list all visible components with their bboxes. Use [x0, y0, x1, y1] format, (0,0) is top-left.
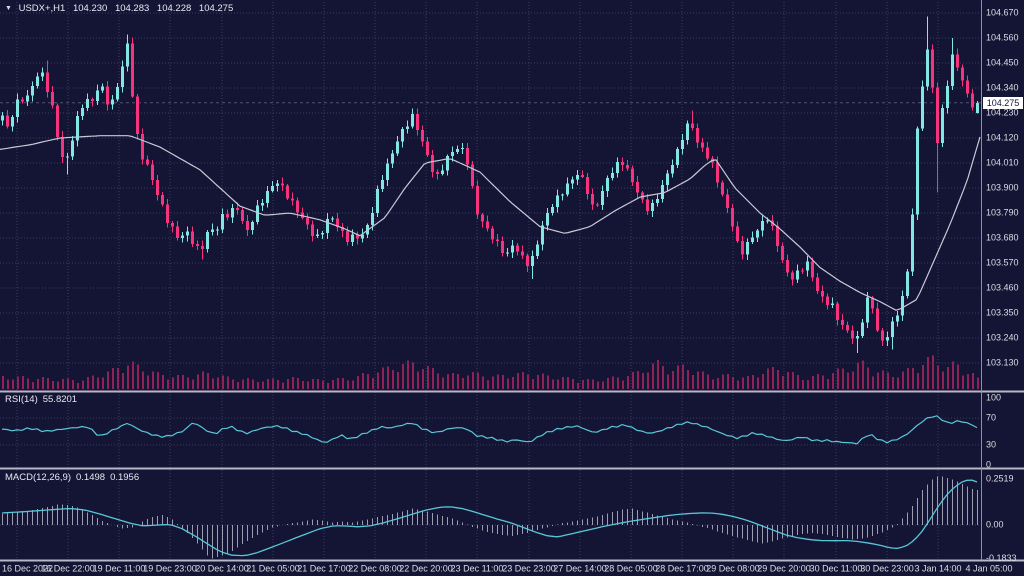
price-axis-label: 103.460: [986, 282, 1019, 292]
price-axis-label: 103.900: [986, 182, 1019, 192]
time-axis-label: 21 Dec 17:00: [297, 563, 351, 573]
time-axis-label: 27 Dec 14:00: [553, 563, 607, 573]
price-axis-label: 103.130: [986, 357, 1019, 367]
macd-signal-line: [1, 479, 978, 557]
time-axis-label: 23 Dec 23:00: [502, 563, 556, 573]
macd-layer: [1, 476, 978, 559]
time-axis-label: 23 Dec 11:00: [451, 563, 504, 573]
rsi-name: RSI(14): [5, 394, 38, 405]
volume-layer: [2, 355, 979, 389]
time-axis-label: 28 Dec 05:00: [604, 563, 658, 573]
price-axis-label: 104.560: [986, 32, 1019, 42]
rsi-indicator-label: RSI(14) 55.8201: [5, 394, 82, 405]
time-axis-label: 30 Dec 23:00: [860, 563, 914, 573]
time-axis-label: 29 Dec 08:00: [706, 563, 760, 573]
price-axis-label: 104.450: [986, 57, 1019, 67]
macd-value-main: 0.1498: [76, 472, 106, 483]
ohlc-open: 104.230: [72, 3, 108, 14]
time-axis-label: 19 Dec 11:00: [93, 563, 146, 573]
time-axis-label: 22 Dec 08:00: [348, 563, 402, 573]
axis-labels: 104.670 104.560 104.450 104.340 104.230 104.1…: [2, 7, 1019, 573]
time-axis-label: 28 Dec 17:00: [655, 563, 709, 573]
candles-layer: [1, 16, 979, 353]
time-axis-label: 29 Dec 20:00: [757, 563, 811, 573]
price-axis-label: 104.120: [986, 132, 1019, 142]
macd-value-signal: 0.1956: [110, 472, 140, 483]
price-axis-label: 103.680: [986, 232, 1019, 242]
macd-name: MACD(12,26,9): [5, 472, 71, 483]
macd-axis-label: 0.2519: [986, 473, 1014, 483]
rsi-axis-label: 100: [986, 392, 1001, 402]
rsi-layer: [1, 415, 978, 445]
price-axis-label: 103.570: [986, 257, 1019, 267]
ohlc-high: 104.283: [114, 3, 150, 14]
rsi-value: 55.8201: [42, 394, 78, 405]
ohlc-close: 104.275: [198, 3, 234, 14]
price-axis-label: 103.240: [986, 332, 1019, 342]
current-price-tag: 104.275: [983, 97, 1023, 109]
macd-axis-label: -0.1833: [986, 553, 1017, 563]
symbol-timeframe: USDX+,H1: [18, 3, 66, 14]
time-axis-label: 30 Dec 11:00: [810, 563, 863, 573]
time-axis-label: 21 Dec 05:00: [246, 563, 300, 573]
rsi-line: [1, 415, 978, 445]
time-axis-label: 4 Jan 05:00: [965, 563, 1012, 573]
price-axis-label: 103.790: [986, 207, 1019, 217]
grid-layer: [0, 2, 981, 560]
rsi-axis-label: 70: [986, 412, 996, 422]
macd-indicator-label: MACD(12,26,9) 0.1498 0.1956: [5, 472, 144, 483]
macd-axis-label: 0.00: [986, 519, 1004, 529]
time-axis-label: 3 Jan 14:00: [914, 563, 961, 573]
ohlc-low: 104.228: [156, 3, 192, 14]
price-axis-label: 104.670: [986, 7, 1019, 17]
time-axis-label: 16 Dec 22:00: [41, 563, 95, 573]
price-axis-label: 104.010: [986, 157, 1019, 167]
price-axis-label: 103.350: [986, 307, 1019, 317]
time-axis-label: 22 Dec 20:00: [399, 563, 453, 573]
symbol-dropdown-icon[interactable]: ▼: [5, 5, 12, 12]
moving-average-line: [0, 135, 981, 311]
time-axis-label: 16 Dec 2022: [2, 563, 53, 573]
frame-layer: [0, 0, 1024, 562]
chart-header: ▼ USDX+,H1 104.230 104.283 104.228 104.2…: [5, 3, 238, 14]
price-axis-label: 104.340: [986, 82, 1019, 92]
price-axis-label: 104.230: [986, 107, 1019, 117]
rsi-axis-label: 30: [986, 439, 996, 449]
rsi-axis-label: 0: [986, 459, 991, 469]
time-axis-label: 20 Dec 14:00: [195, 563, 249, 573]
ma-layer: [0, 135, 981, 311]
time-axis-label: 19 Dec 23:00: [143, 563, 197, 573]
